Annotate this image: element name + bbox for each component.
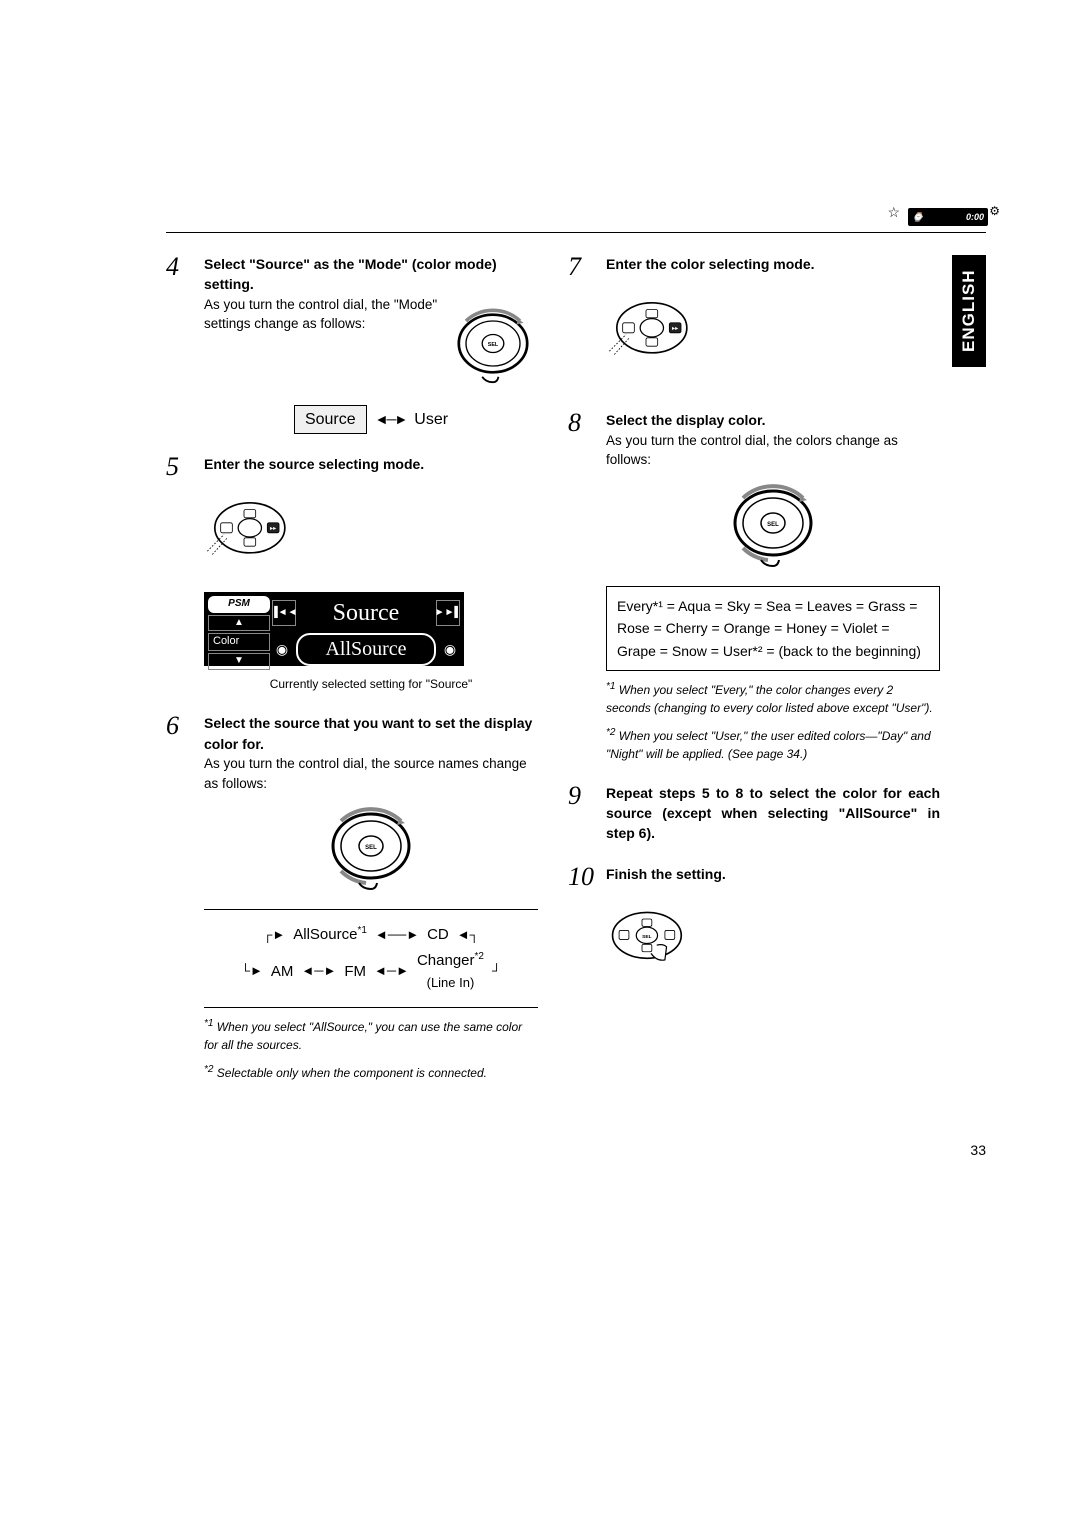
content-columns: 4 Select "Source" as the "Mode" (color m… <box>166 254 940 1102</box>
dpad-icon: ▶▶ <box>204 482 304 582</box>
next-icon: ►►▌ <box>436 600 460 626</box>
arrow-icon: ┘ <box>492 962 501 981</box>
step-number: 8 <box>568 410 596 763</box>
svg-text:▶▶: ▶▶ <box>270 526 277 531</box>
step-title: Enter the color selecting mode. <box>606 254 940 274</box>
clock-icon: ⌚ <box>912 212 923 223</box>
step-9: 9 Repeat steps 5 to 8 to select the colo… <box>568 783 940 844</box>
control-dial-icon: SEL <box>723 478 823 578</box>
dot-left: ◉ <box>272 639 292 659</box>
step-number: 9 <box>568 783 596 844</box>
svg-text:SEL: SEL <box>642 934 652 940</box>
step-number: 10 <box>568 864 596 990</box>
source-user-toggle: Source ◄─► User <box>204 405 538 434</box>
flow-am: AM <box>271 961 294 983</box>
language-tab: ENGLISH <box>952 255 986 367</box>
clock-value: 0:00 <box>966 212 984 222</box>
left-column: 4 Select "Source" as the "Mode" (color m… <box>166 254 538 1102</box>
arrow-icon: ◄─► <box>301 962 336 981</box>
step-desc: As you turn the control dial, the colors… <box>606 431 940 470</box>
dpad-icon: ▶▶ <box>606 282 706 382</box>
step-number: 5 <box>166 454 194 694</box>
step-6: 6 Select the source that you want to set… <box>166 713 538 1082</box>
footnote-1: *1 When you select "AllSource," you can … <box>204 1016 538 1054</box>
arrow-icon: ◄──► <box>375 926 419 945</box>
double-arrow-icon: ◄─► <box>375 409 407 429</box>
source-flow-diagram: ┌► AllSource*1 ◄──► CD ◄┐ └► AM ◄─► FM ◄… <box>204 909 538 1008</box>
lcd-caption: Currently selected setting for "Source" <box>204 676 538 693</box>
user-label: User <box>414 408 448 431</box>
step-title: Enter the source selecting mode. <box>204 454 538 474</box>
step-8: 8 Select the display color. As you turn … <box>568 410 940 763</box>
step-desc: As you turn the control dial, the "Mode"… <box>204 295 440 334</box>
flow-allsource: AllSource*1 <box>293 924 367 946</box>
svg-text:SEL: SEL <box>767 522 779 528</box>
step-number: 4 <box>166 254 194 434</box>
sel-button-press-icon: SEL <box>606 892 696 982</box>
arrow-icon: ◄─► <box>374 962 409 981</box>
gear-icon: ⚙ <box>989 204 1000 218</box>
svg-text:▶▶: ▶▶ <box>672 326 679 331</box>
source-label: Source <box>294 405 367 434</box>
step-5: 5 Enter the source selecting mode. ▶▶ <box>166 454 538 694</box>
step-number: 7 <box>568 254 596 390</box>
right-column: 7 Enter the color selecting mode. ▶▶ 8 <box>568 254 940 1102</box>
psm-badge: PSM <box>208 596 270 613</box>
step-desc: As you turn the control dial, the source… <box>204 754 538 793</box>
color-list: Every*¹ = Aqua = Sky = Sea = Leaves = Gr… <box>606 586 940 671</box>
flow-changer: Changer*2 (Line In) <box>417 950 484 994</box>
lcd-color-label: Color <box>213 634 239 650</box>
step-title: Select the source that you want to set t… <box>204 713 538 754</box>
step-7: 7 Enter the color selecting mode. ▶▶ <box>568 254 940 390</box>
header-clock-badge: ⌚ 0:00 <box>908 208 988 226</box>
lcd-allsource-text: AllSource <box>296 633 436 666</box>
svg-text:SEL: SEL <box>488 342 499 348</box>
step-number: 6 <box>166 713 194 1082</box>
svg-text:SEL: SEL <box>365 845 377 851</box>
arrow-icon: └► <box>241 962 263 981</box>
step-title: Repeat steps 5 to 8 to select the color … <box>606 783 940 844</box>
lcd-source-text: Source <box>300 596 432 631</box>
prev-icon: ▐◄◄ <box>272 600 296 626</box>
control-dial-icon: SEL <box>321 801 421 901</box>
flow-fm: FM <box>344 961 366 983</box>
step-title: Select the display color. <box>606 410 940 430</box>
flow-cd: CD <box>427 924 449 946</box>
arrow-icon: ┌► <box>263 926 285 945</box>
footnote-1: *1 When you select "Every," the color ch… <box>606 679 940 717</box>
arrow-icon: ◄┐ <box>457 926 479 945</box>
star-icon: ☆ <box>887 204 900 221</box>
header-rule <box>166 232 986 233</box>
control-dial-icon: SEL <box>448 303 538 393</box>
up-arrow-icon: ▲ <box>208 615 270 632</box>
step-title: Select "Source" as the "Mode" (color mod… <box>204 254 538 295</box>
lcd-display: PSM ▲ Color ▼ <box>204 592 464 666</box>
down-arrow-icon: ▼ <box>208 653 270 670</box>
page-number: 33 <box>970 1142 986 1158</box>
step-title: Finish the setting. <box>606 864 940 884</box>
step-4: 4 Select "Source" as the "Mode" (color m… <box>166 254 538 434</box>
footnote-2: *2 Selectable only when the component is… <box>204 1062 538 1082</box>
step-10: 10 Finish the setting. SEL <box>568 864 940 990</box>
footnote-2: *2 When you select "User," the user edit… <box>606 725 940 763</box>
dot-right: ◉ <box>440 639 460 659</box>
